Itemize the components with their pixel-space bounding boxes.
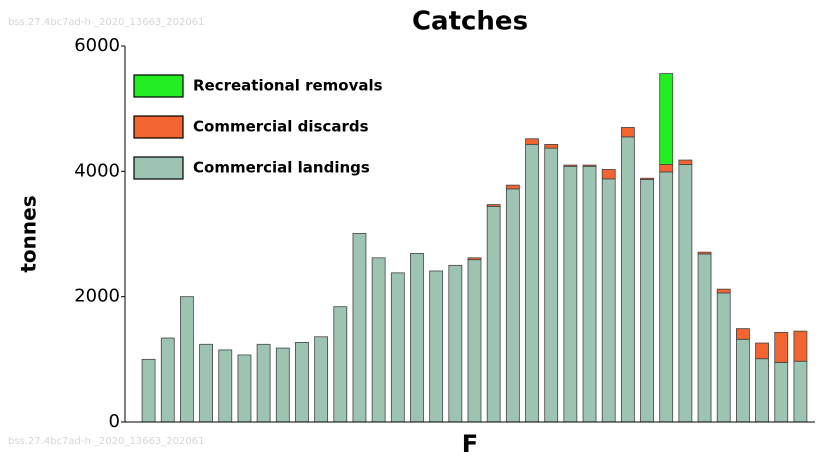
bar-segment	[601, 169, 616, 180]
bar-segment	[793, 330, 808, 362]
bar-segment	[601, 178, 616, 423]
bar-segment	[505, 184, 520, 190]
bar-segment	[199, 343, 214, 423]
bar-segment	[448, 264, 463, 423]
legend-swatch	[133, 156, 184, 180]
bar-segment	[467, 259, 482, 423]
bar-segment	[678, 159, 693, 165]
bar-segment	[659, 164, 674, 173]
y-tick-label: 0	[109, 411, 120, 432]
bar-segment	[697, 253, 712, 423]
legend-swatch	[133, 115, 184, 139]
watermark: bss.27.4bc7ad-h _2020_13663_202061	[8, 17, 204, 28]
bar-segment	[333, 306, 348, 423]
bar-segment	[620, 127, 635, 138]
bar-segment	[774, 362, 789, 423]
bar-segment	[141, 358, 156, 423]
bar-segment	[295, 342, 309, 423]
bar-segment	[237, 354, 252, 423]
bar-segment	[736, 328, 750, 340]
bar-segment	[544, 147, 559, 423]
watermark: bss.27.4bc7ad-h _2020_13663_202061	[8, 436, 204, 447]
bar-segment	[180, 296, 194, 423]
bar-segment	[640, 177, 654, 180]
bar-segment	[429, 270, 444, 423]
bar-segment	[678, 164, 693, 423]
x-axis-label: F	[462, 430, 478, 457]
bar-segment	[582, 165, 597, 423]
bar-segment	[410, 253, 424, 423]
bar-segment	[218, 349, 233, 423]
bar-segment	[640, 179, 654, 423]
bar-segment	[275, 347, 290, 423]
legend-label: Commercial discards	[193, 118, 369, 136]
bar-segment	[371, 257, 386, 423]
bar-segment	[525, 138, 539, 145]
bar-segment	[544, 143, 559, 149]
bar-segment	[659, 171, 674, 423]
bar-segment	[697, 251, 712, 255]
legend-label: Commercial landings	[193, 159, 370, 177]
y-tick-label: 2000	[74, 286, 120, 307]
bar-segment	[620, 136, 635, 423]
bar-segment	[755, 342, 769, 360]
bar-segment	[486, 206, 501, 423]
bar-segment	[352, 232, 367, 423]
bar-segment	[314, 336, 329, 423]
bar-segment	[256, 343, 271, 423]
bar-segment	[563, 165, 578, 423]
y-tick-label: 4000	[74, 160, 120, 181]
bar-segment	[582, 164, 597, 167]
bar-segment	[736, 338, 750, 423]
bar-segment	[160, 337, 175, 423]
bar-segment	[774, 331, 789, 363]
bar-segment	[793, 360, 808, 423]
y-tick-label: 6000	[74, 35, 120, 56]
bar-segment	[755, 358, 769, 423]
legend-swatch	[133, 74, 184, 98]
bar-segment	[659, 73, 674, 165]
bar-segment	[467, 257, 482, 261]
bar-segment	[505, 188, 520, 423]
bar-segment	[563, 164, 578, 167]
y-axis-label: tonnes	[17, 195, 41, 272]
bar-segment	[390, 272, 405, 423]
bar-segment	[716, 288, 731, 294]
chart-title: Catches	[412, 7, 528, 37]
bar-segment	[716, 292, 731, 423]
legend-label: Recreational removals	[193, 77, 383, 95]
bar-segment	[486, 204, 501, 207]
bar-segment	[525, 143, 539, 423]
